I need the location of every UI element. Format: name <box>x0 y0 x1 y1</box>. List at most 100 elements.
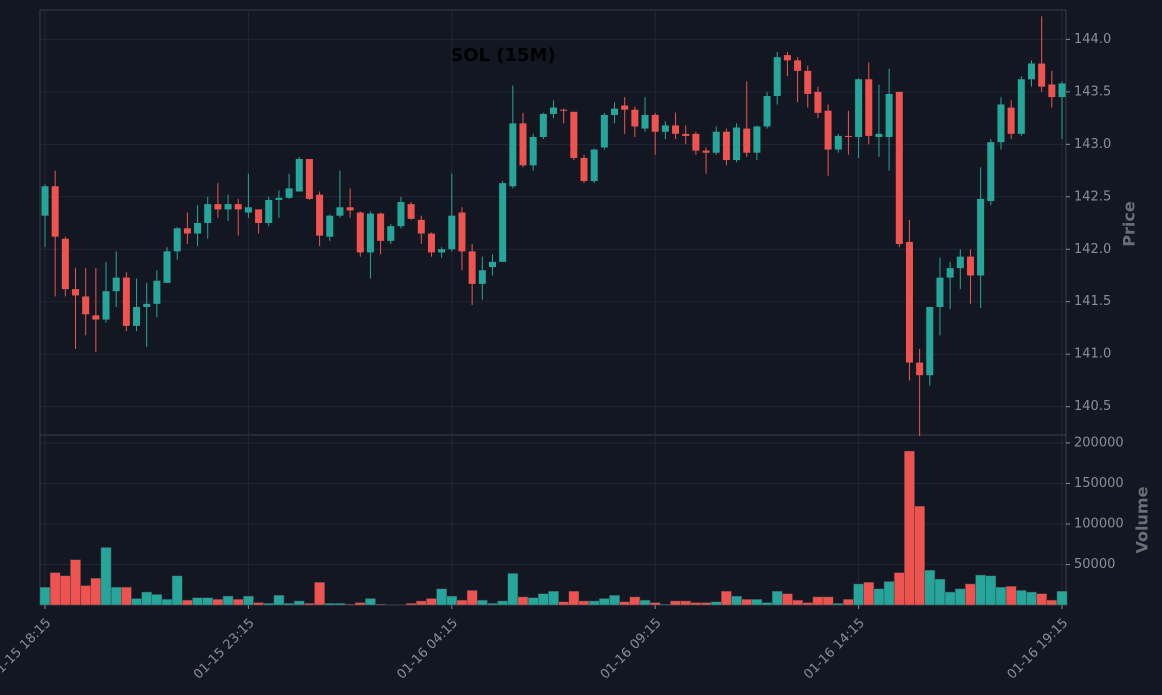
volume-bar <box>405 603 417 606</box>
volume-tick-label: 50000 <box>1074 557 1115 572</box>
candle-body <box>895 91 903 245</box>
candle-body <box>763 96 771 127</box>
volume-bar <box>426 598 437 606</box>
volume-bar <box>954 588 966 606</box>
candle-body <box>773 57 781 97</box>
candle-body <box>997 104 1005 143</box>
volume-bar <box>283 603 295 606</box>
candle-body <box>651 114 659 132</box>
volume-bar <box>1056 590 1068 606</box>
candle-body <box>946 268 954 278</box>
volume-bar <box>934 578 946 606</box>
candle-body <box>722 131 730 161</box>
volume-bar <box>904 450 915 606</box>
y-tick-label: 143.0 <box>1074 137 1111 152</box>
volume-bar <box>588 600 600 606</box>
candle-body <box>438 249 446 253</box>
candle-body <box>519 123 527 166</box>
candle-body <box>377 213 385 241</box>
volume-bar <box>548 590 559 606</box>
y-tick-label: 140.5 <box>1074 399 1111 414</box>
volume-bar <box>782 593 793 606</box>
candle-body <box>529 136 537 166</box>
candle-body <box>702 150 710 153</box>
candle-body <box>794 60 802 71</box>
volume-bar <box>944 591 956 606</box>
volume-bar <box>110 586 122 606</box>
candle-body <box>478 270 486 284</box>
candle-body <box>244 207 252 213</box>
candle-body <box>956 256 964 269</box>
volume-bar <box>100 547 112 606</box>
candle-body <box>183 228 191 234</box>
volume-bar <box>182 599 193 606</box>
volume-tick-label: 150000 <box>1074 476 1124 491</box>
volume-bar <box>568 590 580 606</box>
volume-bar <box>578 600 590 606</box>
candle-body <box>855 79 863 137</box>
volume-bar <box>273 595 285 606</box>
candle-body <box>570 111 578 158</box>
volume-bar <box>985 575 997 606</box>
candle-body <box>356 212 364 253</box>
candle-body <box>844 135 852 137</box>
volume-bar <box>151 594 163 606</box>
volume-bar <box>609 595 620 606</box>
volume-bar <box>304 603 315 606</box>
candle-body <box>285 188 293 198</box>
volume-bar <box>253 602 264 606</box>
candle-body <box>397 202 405 227</box>
volume-bar <box>924 569 936 606</box>
candle-body <box>631 109 639 127</box>
candle-body <box>92 315 100 320</box>
volume-bar <box>507 573 519 606</box>
volume-bar <box>456 599 468 606</box>
candle-body <box>672 125 680 134</box>
volume-bar <box>476 599 488 606</box>
volume-bar <box>263 603 275 606</box>
candle-body <box>987 142 995 201</box>
volume-bar <box>70 559 81 606</box>
volume-bar <box>497 600 508 606</box>
volume-bar <box>466 590 478 606</box>
volume-bar <box>893 572 905 606</box>
volume-tick-label: 100000 <box>1074 516 1124 531</box>
y-tick-label: 141.0 <box>1074 347 1111 362</box>
volume-bar <box>853 583 864 606</box>
volume-bar <box>60 575 71 606</box>
volume-bar <box>710 601 722 606</box>
volume-bar <box>700 602 712 606</box>
candle-body <box>590 149 598 182</box>
candle-body <box>458 212 466 252</box>
volume-bar <box>243 595 254 606</box>
candle-body <box>143 303 151 307</box>
candle-body <box>61 238 69 290</box>
volume-bar <box>822 596 834 606</box>
candle-body <box>885 93 893 137</box>
volume-bar <box>487 603 498 606</box>
volume-bar <box>212 599 224 606</box>
volume-bar <box>537 593 549 606</box>
candle-body <box>255 209 263 224</box>
volume-bar <box>141 591 153 606</box>
candle-body <box>905 241 913 363</box>
candle-body <box>194 223 202 234</box>
volume-label: Volume <box>1133 486 1152 553</box>
candle-body <box>926 306 934 376</box>
candle-body <box>1038 63 1046 87</box>
candle-body <box>580 157 588 182</box>
candle-body <box>102 291 110 320</box>
y-tick-label: 143.5 <box>1074 84 1111 99</box>
y-tick-label: 144.0 <box>1074 32 1111 47</box>
candle-body <box>316 194 324 236</box>
candle-body <box>804 70 812 94</box>
volume-bar <box>171 575 183 606</box>
candle-body <box>468 251 476 284</box>
volume-bar <box>690 602 702 606</box>
volume-bar <box>415 600 427 606</box>
volume-bar <box>293 600 305 606</box>
candle-body <box>346 207 354 211</box>
candle-body <box>1058 83 1066 98</box>
candle-body <box>224 204 232 210</box>
candle-body <box>641 114 649 129</box>
